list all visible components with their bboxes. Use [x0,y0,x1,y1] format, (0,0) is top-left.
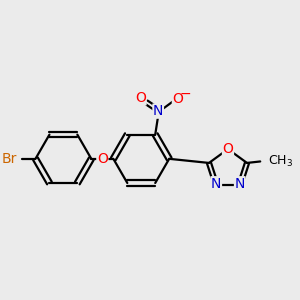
Text: CH$_3$: CH$_3$ [268,154,293,169]
Text: N: N [153,104,164,118]
Text: Br: Br [2,152,17,166]
Text: O: O [172,92,183,106]
Text: −: − [180,86,191,100]
Text: N: N [235,177,245,191]
Text: O: O [223,142,233,156]
Text: O: O [97,152,108,166]
Text: O: O [135,91,146,105]
Text: N: N [211,177,221,191]
